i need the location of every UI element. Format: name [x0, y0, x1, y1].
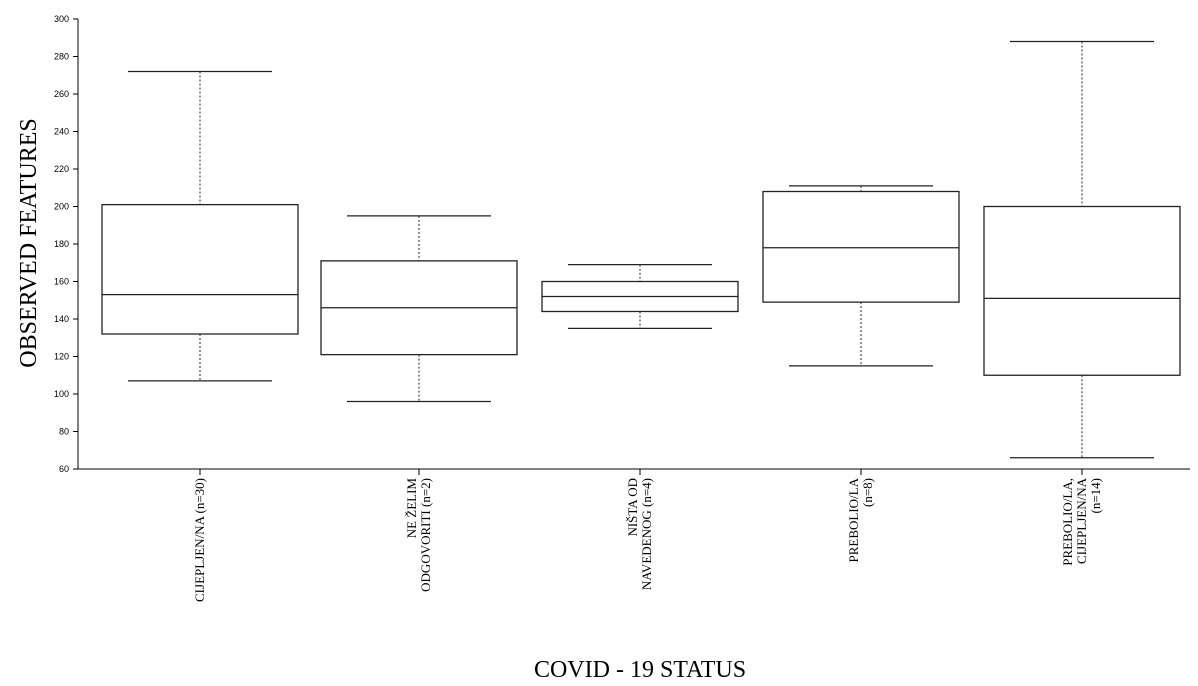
y-axis-title: OBSERVED FEATURES [16, 118, 42, 367]
category-label-line: PREBOLIO/LA [846, 477, 861, 562]
box-group [101, 70, 299, 382]
y-tick-label: 260 [54, 89, 69, 99]
axes: 60 80 100 120 140 160 180 200 220 240 260 280 300 [54, 14, 1190, 475]
category-label-line: CIJEPLJEN/NA [1074, 477, 1089, 564]
category-label: NIŠTA OD NAVEDENOG (n=4) [625, 478, 654, 590]
category-label: CIJEPLJEN/NA (n=30) [192, 478, 207, 602]
y-tick-label: 220 [54, 164, 69, 174]
category-label: PREBOLIO/LA (n=8) [846, 477, 875, 562]
box-group [762, 185, 960, 367]
y-tick-label: 80 [59, 427, 69, 437]
y-tick-label: 160 [54, 277, 69, 287]
y-tick-label: 180 [54, 239, 69, 249]
category-label-line: (n=14) [1088, 478, 1103, 514]
box-group [983, 40, 1181, 459]
y-tick-label: 120 [54, 352, 69, 362]
boxes [101, 40, 1181, 459]
category-label: PREBOLIO/LA, CIJEPLJEN/NA (n=14) [1060, 477, 1103, 565]
box-group [541, 263, 739, 330]
category-labels: CIJEPLJEN/NA (n=30) NE ŽELIM ODGOVORITI (n… [192, 477, 1103, 602]
category-label-line: NIŠTA OD [625, 478, 640, 537]
category-label-line: PREBOLIO/LA, [1060, 478, 1075, 566]
y-tick-label: 100 [54, 389, 69, 399]
category-label-line: ODGOVORITI (n=2) [418, 478, 433, 592]
category-label-line: NAVEDENOG (n=4) [639, 478, 654, 590]
y-tick-label: 280 [54, 52, 69, 62]
category-label: NE ŽELIM ODGOVORITI (n=2) [404, 478, 433, 592]
y-tick-label: 140 [54, 314, 69, 324]
category-label-line: CIJEPLJEN/NA (n=30) [192, 478, 207, 602]
y-tick-label: 240 [54, 127, 69, 137]
iqr-box [983, 205, 1181, 376]
y-tick-label: 60 [59, 464, 69, 474]
category-label-line: (n=8) [860, 478, 875, 507]
iqr-box [762, 190, 960, 303]
box-group [320, 215, 518, 403]
iqr-box [101, 203, 299, 335]
y-tick-label: 200 [54, 202, 69, 212]
y-tick-label: 300 [54, 14, 69, 24]
category-label-line: NE ŽELIM [404, 478, 419, 539]
x-axis-title: COVID - 19 STATUS [534, 657, 746, 683]
